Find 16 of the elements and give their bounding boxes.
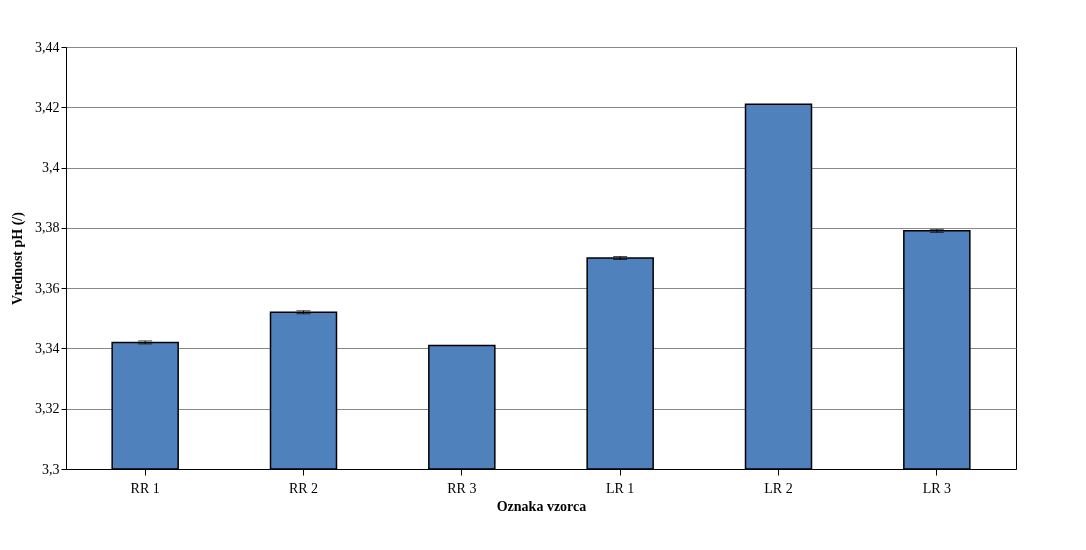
y-tick-label: 3,32 (35, 401, 60, 417)
x-tick-label: LR 3 (922, 480, 952, 496)
x-tick-label: RR 3 (447, 480, 477, 496)
y-tick-label: 3,36 (35, 280, 60, 296)
y-tick-label: 3,3 (42, 461, 60, 477)
x-tick-label: RR 2 (288, 480, 319, 496)
x-axis-title: Oznaka vzorca (496, 498, 587, 514)
y-tick-label: 3,42 (35, 99, 60, 115)
x-tick-label: LR 1 (605, 480, 635, 496)
x-tick-label: LR 2 (764, 480, 793, 496)
y-axis-title: Vrednost pH (/) (10, 211, 26, 305)
x-tick-label: RR 1 (130, 480, 160, 496)
y-tick-label: 3,38 (35, 220, 60, 236)
y-tick-label: 3,4 (42, 160, 60, 176)
y-tick-label: 3,44 (35, 39, 60, 55)
y-tick-label: 3,34 (35, 340, 60, 356)
